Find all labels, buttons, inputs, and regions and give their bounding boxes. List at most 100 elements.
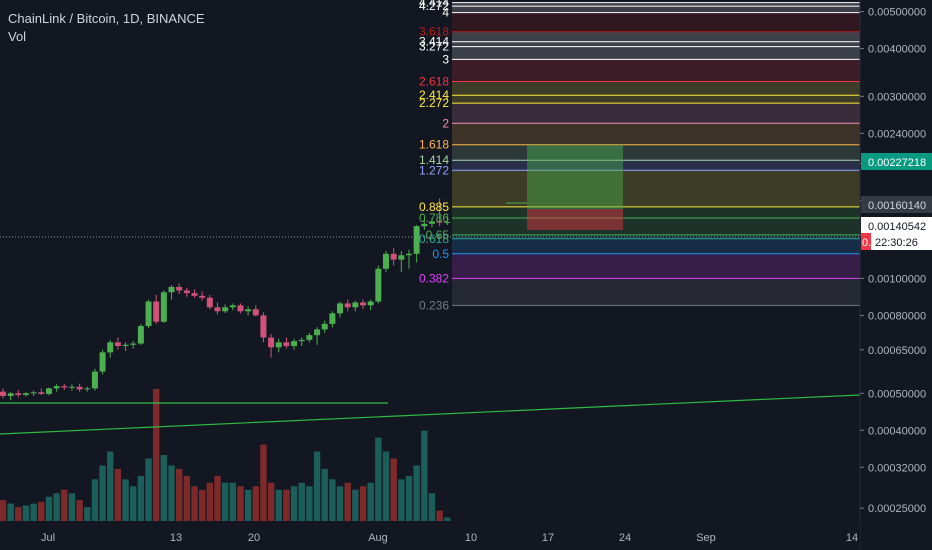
volume-bar — [183, 475, 191, 521]
candle-body — [321, 323, 328, 330]
time-tick-label: Sep — [696, 532, 716, 544]
candle-body — [130, 343, 137, 345]
candle-body — [360, 302, 367, 306]
volume-bar — [198, 489, 206, 521]
countdown-text: 22:30:26 — [875, 237, 918, 249]
candle-body — [352, 302, 359, 308]
volume-bar — [275, 489, 282, 521]
countdown-box — [861, 233, 932, 250]
fib-label: 1.272 — [419, 163, 449, 177]
position-target-zone[interactable] — [527, 144, 623, 210]
time-tick-label: 17 — [542, 532, 554, 544]
candle-body — [15, 393, 22, 395]
volume-bar — [160, 455, 168, 521]
candle-body — [45, 388, 52, 394]
position-stop-zone[interactable] — [527, 209, 623, 230]
volume-indicator-label[interactable]: Vol — [8, 29, 27, 44]
candle-body — [337, 303, 344, 314]
volume-bar — [428, 493, 436, 521]
time-axis[interactable] — [0, 521, 860, 550]
fib-label: 0.885 — [419, 200, 449, 214]
volume-bar — [175, 468, 183, 521]
trendlines[interactable] — [0, 394, 861, 435]
fib-band — [452, 12, 860, 32]
candle-body — [398, 255, 405, 260]
price-tick-label: 0.00400000 — [868, 44, 926, 56]
volume-bar — [7, 503, 14, 521]
price-tick-label: 0.00025000 — [868, 503, 926, 515]
candle-body — [383, 253, 389, 269]
candle-body — [176, 286, 183, 291]
price-tick-label: 0.00040000 — [868, 425, 926, 437]
volume-bar — [15, 507, 22, 521]
volume-bar — [405, 475, 413, 521]
volume-bar — [313, 451, 321, 521]
candle-body — [245, 309, 252, 312]
fib-band — [452, 160, 860, 171]
candle-body — [145, 301, 152, 327]
candle-body — [428, 221, 435, 224]
candle-body — [0, 391, 6, 396]
price-label-text: 0.00227218 — [868, 157, 926, 169]
time-tick-label: Jul — [41, 532, 55, 544]
price-tick-label: 0.00240000 — [868, 128, 926, 140]
fib-label: 3.618 — [419, 25, 449, 39]
candle-body — [252, 309, 259, 316]
volume-bars — [0, 389, 451, 521]
symbol-title[interactable]: ChainLink / Bitcoin, 1D, BINANCE — [8, 11, 205, 26]
price-tick-label: 0.00300000 — [868, 91, 926, 103]
volume-bar — [153, 389, 160, 521]
candle-body — [122, 344, 129, 347]
volume-bar — [99, 465, 106, 521]
candle-body — [291, 341, 298, 347]
fib-band — [452, 103, 860, 124]
fib-label: 2.618 — [419, 75, 449, 89]
candle-body — [222, 307, 229, 312]
candle-body — [22, 393, 29, 395]
fib-label: 2 — [442, 116, 449, 130]
volume-bar — [336, 486, 344, 521]
volume-bar — [329, 479, 336, 521]
volume-bar — [367, 482, 374, 521]
time-tick-label: 14 — [846, 532, 858, 544]
candle-body — [283, 342, 290, 347]
candle-body — [91, 371, 98, 389]
volume-bar — [76, 500, 83, 521]
trendline-rising[interactable] — [0, 394, 861, 435]
volume-bar — [0, 500, 7, 521]
fib-band — [452, 46, 860, 60]
long-position-tool[interactable] — [527, 144, 623, 230]
candle-body — [38, 392, 45, 394]
fib-band — [452, 170, 860, 207]
volume-bar — [260, 444, 267, 521]
volume-bar — [390, 458, 397, 521]
price-tick-label: 0.00032000 — [868, 462, 926, 474]
fib-label: 0.65 — [426, 228, 450, 242]
volume-bar — [344, 482, 351, 521]
volume-bar — [244, 489, 252, 521]
fib-label: 4 — [442, 6, 449, 20]
volume-bar — [30, 503, 37, 521]
volume-bar — [283, 489, 290, 521]
time-tick-label: 20 — [248, 532, 260, 544]
fib-band — [452, 144, 860, 161]
price-label-box — [861, 196, 932, 213]
volume-bar — [352, 489, 359, 521]
price-tick-label: 0.00100000 — [868, 273, 926, 285]
fib-band — [452, 206, 860, 218]
candle-body — [298, 339, 305, 342]
price-axis[interactable] — [860, 0, 932, 550]
time-axis-ticks: Jul 13 20 Aug 10 17 24 Sep 14 — [41, 532, 858, 544]
time-tick-label: 10 — [465, 532, 477, 544]
candle-body — [68, 386, 75, 388]
fib-label: 0.786 — [419, 211, 449, 225]
candle-body — [99, 352, 106, 372]
fib-label: 4.272 — [419, 0, 449, 13]
volume-bar — [237, 486, 244, 521]
candle-body — [7, 393, 14, 396]
fib-band — [452, 278, 860, 306]
volume-bar — [206, 482, 214, 521]
price-labels: 0.00227218 0.00160140 0.00140542 0. 22:30:26 — [861, 153, 932, 250]
